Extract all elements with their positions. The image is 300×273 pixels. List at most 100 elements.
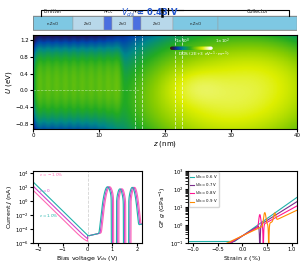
- $V_{ds}=0.9$ V: [292, 210, 296, 213]
- $V_{ds}=0.9$ V: [192, 257, 195, 260]
- Bar: [133, 16, 141, 30]
- Text: HfO₂: HfO₂: [103, 10, 113, 14]
- Text: ZnO: ZnO: [84, 22, 93, 26]
- $V_{ds}=0.6$ V: [192, 240, 195, 243]
- $V_{ds}=0.7$ V: [186, 268, 190, 272]
- Point: [202, 46, 206, 50]
- $V_{ds}=0.6$ V: [295, 196, 299, 199]
- $V_{ds}=0.6$ V: [239, 235, 243, 239]
- Point: [174, 46, 179, 50]
- Point: [184, 46, 189, 50]
- $V_{ds}=0.7$ V: [236, 237, 240, 240]
- X-axis label: Strain $\varepsilon$ (%): Strain $\varepsilon$ (%): [224, 254, 262, 263]
- $V_{ds}=0.9$ V: [186, 260, 190, 263]
- Point: [175, 46, 180, 50]
- $V_{ds}=0.7$ V: [292, 202, 296, 205]
- Legend: $V_{ds}=0.6$ V, $V_{ds}=0.7$ V, $V_{ds}=0.8$ V, $V_{ds}=0.9$ V: $V_{ds}=0.6$ V, $V_{ds}=0.7$ V, $V_{ds}=…: [189, 172, 219, 207]
- $V_{ds}=0.9$ V: [267, 263, 271, 266]
- $V_{ds}=0.8$ V: [292, 206, 296, 209]
- Point: [184, 46, 188, 50]
- Point: [191, 46, 196, 50]
- $V_{ds}=0.7$ V: [295, 200, 299, 203]
- X-axis label: $z$ (nm): $z$ (nm): [153, 139, 177, 149]
- Point: [192, 46, 197, 50]
- $V_{ds}=0.7$ V: [239, 235, 243, 238]
- Point: [176, 46, 181, 50]
- Text: HfO₂: HfO₂: [133, 10, 142, 14]
- Text: $\varepsilon=1.0\%$: $\varepsilon=1.0\%$: [39, 212, 59, 219]
- Point: [181, 46, 186, 50]
- Text: $\varepsilon=-1.0\%$: $\varepsilon=-1.0\%$: [39, 171, 64, 177]
- Bar: [141, 16, 173, 30]
- $V_{ds}=0.6$ V: [292, 198, 296, 201]
- Point: [183, 46, 188, 50]
- Text: $1{\times}10^2$: $1{\times}10^2$: [214, 37, 230, 46]
- $V_{ds}=0.7$ V: [272, 215, 276, 218]
- Point: [198, 46, 203, 50]
- Point: [206, 46, 210, 50]
- Point: [197, 46, 202, 50]
- $V_{ds}=0.7$ V: [192, 265, 195, 268]
- Point: [186, 46, 191, 50]
- Point: [207, 46, 212, 50]
- Point: [204, 46, 209, 50]
- Point: [201, 46, 206, 50]
- Point: [209, 46, 214, 50]
- Point: [194, 46, 198, 50]
- Bar: [33, 16, 73, 30]
- Point: [180, 46, 184, 50]
- Point: [199, 46, 204, 50]
- $V_{ds}=0.9$ V: [236, 236, 240, 239]
- $V_{ds}=0.8$ V: [239, 235, 243, 238]
- Point: [197, 46, 202, 50]
- Point: [179, 46, 184, 50]
- $V_{ds}=0.9$ V: [239, 235, 243, 238]
- Line: $V_{ds}=0.6$ V: $V_{ds}=0.6$ V: [188, 197, 297, 242]
- Text: DOS (2E+3 eV$^{-1}\cdot$m$^{-1}$): DOS (2E+3 eV$^{-1}\cdot$m$^{-1}$): [178, 49, 230, 59]
- Text: Collector: Collector: [247, 9, 268, 14]
- Text: $\varepsilon=0$: $\varepsilon=0$: [39, 187, 51, 194]
- Point: [205, 46, 210, 50]
- Point: [193, 46, 197, 50]
- $V_{ds}=0.8$ V: [292, 206, 296, 209]
- Point: [182, 46, 187, 50]
- Bar: [173, 16, 218, 30]
- $V_{ds}=0.6$ V: [292, 198, 296, 201]
- $V_{ds}=0.8$ V: [186, 264, 190, 268]
- $V_{ds}=0.9$ V: [295, 209, 299, 212]
- Point: [172, 46, 177, 50]
- Text: $V_{ds}$ = 0.43 V: $V_{ds}$ = 0.43 V: [121, 7, 179, 19]
- Point: [178, 46, 183, 50]
- Text: Emitter: Emitter: [44, 9, 62, 14]
- Point: [177, 46, 182, 50]
- $V_{ds}=0.8$ V: [295, 204, 299, 207]
- Y-axis label: GF $g$ (GPa$^{-1}$): GF $g$ (GPa$^{-1}$): [158, 186, 169, 228]
- Point: [200, 46, 205, 50]
- Bar: [73, 16, 104, 30]
- $V_{ds}=0.6$ V: [186, 240, 190, 243]
- Point: [195, 46, 200, 50]
- Point: [196, 46, 201, 50]
- Line: $V_{ds}=0.7$ V: $V_{ds}=0.7$ V: [188, 202, 297, 270]
- Point: [208, 46, 213, 50]
- Point: [189, 46, 194, 50]
- Bar: [112, 16, 133, 30]
- Text: n-ZnO: n-ZnO: [189, 22, 201, 26]
- Point: [190, 46, 195, 50]
- Point: [206, 46, 211, 50]
- $V_{ds}=0.9$ V: [272, 213, 276, 217]
- $V_{ds}=0.8$ V: [192, 261, 195, 264]
- Point: [202, 46, 207, 50]
- $V_{ds}=0.6$ V: [272, 212, 276, 215]
- $V_{ds}=0.8$ V: [272, 217, 276, 220]
- Point: [181, 46, 185, 50]
- Point: [194, 46, 199, 50]
- Point: [188, 46, 193, 50]
- Line: $V_{ds}=0.9$ V: $V_{ds}=0.9$ V: [188, 210, 297, 265]
- Point: [185, 46, 190, 50]
- Y-axis label: $U$ (eV): $U$ (eV): [4, 70, 14, 94]
- Text: $1{\times}10^0$: $1{\times}10^0$: [175, 37, 190, 46]
- Text: n-ZnO: n-ZnO: [47, 22, 59, 26]
- $V_{ds}=0.8$ V: [236, 237, 240, 240]
- Line: $V_{ds}=0.8$ V: $V_{ds}=0.8$ V: [188, 206, 297, 273]
